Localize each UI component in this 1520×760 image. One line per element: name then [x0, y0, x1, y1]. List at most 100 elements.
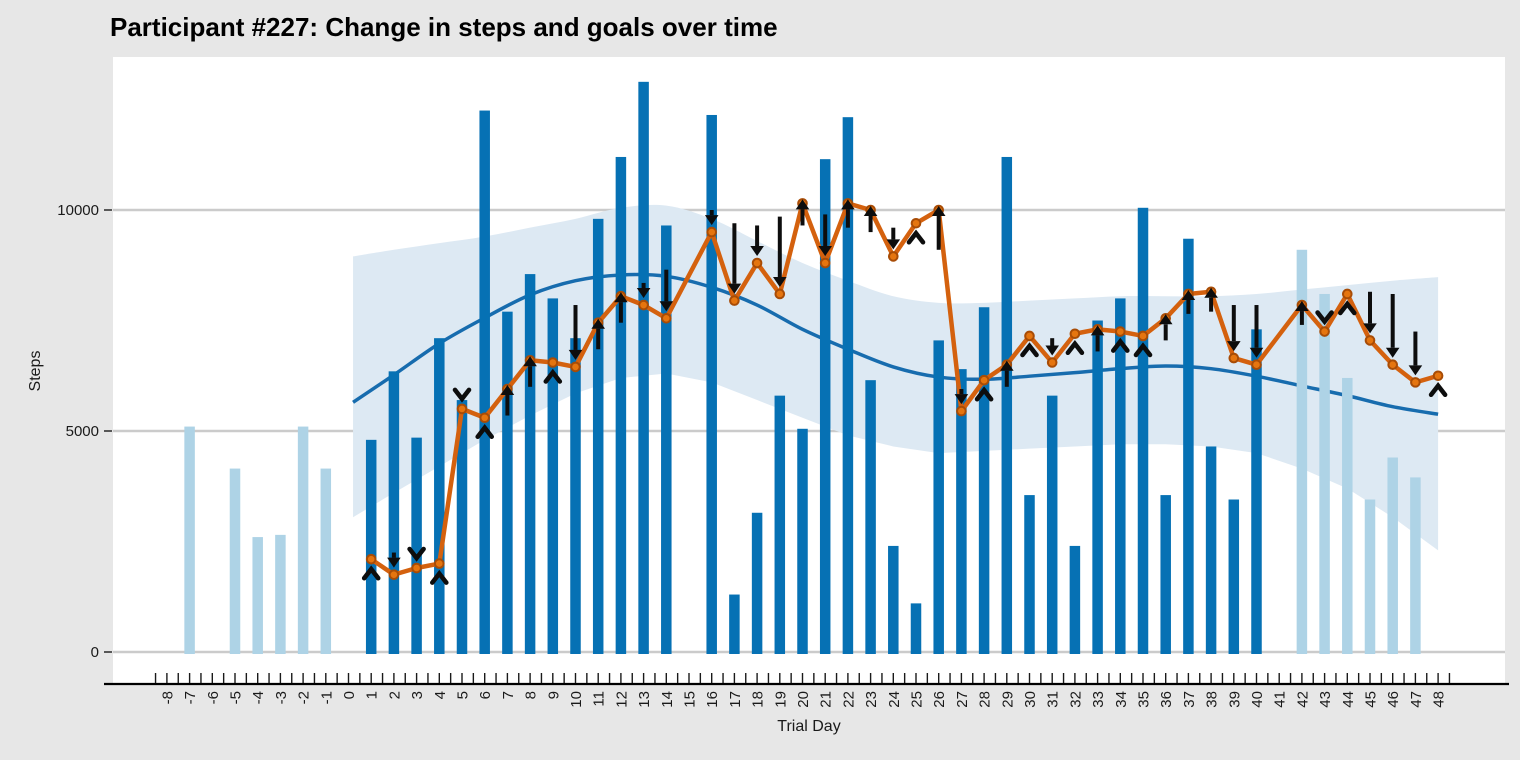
- steps-bar-day-46: [1387, 457, 1398, 654]
- steps-bar-day-12: [615, 156, 627, 654]
- steps-bar-day-23: [865, 380, 876, 654]
- svg-text:3: 3: [409, 691, 426, 699]
- goal-arrow-down-day-3: [407, 546, 426, 562]
- svg-text:30: 30: [1022, 691, 1039, 708]
- goal-arrow-head-up-day-22: [841, 199, 855, 210]
- svg-text:17: 17: [727, 691, 744, 708]
- y-axis-ticks: [104, 209, 112, 653]
- svg-text:42: 42: [1294, 691, 1311, 708]
- goal-arrow-head-down-day-10: [568, 349, 583, 360]
- goal-arrow-up-day-4: [430, 569, 449, 585]
- goal-arrow-head-up-day-33: [1090, 325, 1105, 336]
- steps-bar-day-35: [1137, 207, 1149, 655]
- steps-bar-day-28: [978, 307, 990, 654]
- svg-text:25: 25: [909, 691, 926, 708]
- chart-title: Participant #227: Change in steps and go…: [110, 12, 778, 42]
- steps-bar-day--5: [229, 468, 241, 654]
- svg-text:43: 43: [1317, 691, 1334, 708]
- svg-text:44: 44: [1340, 691, 1357, 708]
- goal-arrow-head-up-day-11: [591, 318, 605, 329]
- goal-arrow-down-day-43: [1315, 310, 1334, 326]
- steps-bar-day-20: [797, 428, 808, 654]
- x-axis-tick-labels: -8 -7 -6 -5 -4 -3 -2 -1 0 1 2 3 4 5 6 7 8 9 10 11 12 13 14 15 16…: [159, 691, 1447, 708]
- svg-text:-6: -6: [205, 691, 222, 704]
- goal-arrow-head-up-day-7: [500, 385, 515, 396]
- steps-bar-day-25: [910, 603, 922, 654]
- svg-text:5000: 5000: [66, 423, 99, 440]
- steps-bar-day-47: [1410, 477, 1421, 654]
- goal-arrow-head-down-day-47: [1408, 365, 1423, 376]
- svg-text:38: 38: [1204, 691, 1221, 708]
- steps-bar-day-32: [1069, 545, 1081, 654]
- steps-bar-day-40: [1251, 329, 1262, 654]
- goal-line: [368, 201, 1441, 577]
- goal-arrow-up-day-48: [1428, 382, 1448, 398]
- svg-text:2: 2: [386, 691, 403, 699]
- steps-bar-day-2: [388, 371, 400, 654]
- steps-bar-day-13: [638, 81, 649, 654]
- goal-arrow-head-up-day-36: [1158, 314, 1173, 325]
- goal-arrow-head-down-day-2: [387, 557, 401, 568]
- goal-arrow-head-up-day-38: [1204, 287, 1218, 298]
- svg-text:23: 23: [863, 691, 880, 708]
- goal-arrow-head-down-day-16: [704, 215, 719, 226]
- svg-text:22: 22: [840, 691, 857, 708]
- steps-bar-day-43: [1319, 293, 1330, 654]
- steps-bar-day--1: [320, 468, 332, 654]
- goal-arrow-head-down-day-27: [954, 394, 969, 405]
- goal-arrow-head-down-day-18: [750, 246, 764, 257]
- goal-arrow-up-day-9: [543, 368, 563, 384]
- goal-arrow-up-day-25: [906, 229, 926, 245]
- x-axis-ticks: [154, 673, 1451, 683]
- svg-text:12: 12: [613, 691, 630, 708]
- goal-change-arrows: [361, 199, 1448, 585]
- steps-bar-day--3: [275, 534, 286, 654]
- goal-arrow-head-down-day-46: [1385, 347, 1400, 358]
- steps-bar-day-31: [1046, 395, 1058, 654]
- svg-text:11: 11: [591, 691, 608, 707]
- steps-bar-day-7: [502, 311, 513, 654]
- steps-bar-day--2: [297, 426, 309, 654]
- steps-bar-day-18: [751, 512, 763, 654]
- goal-arrow-head-down-day-21: [818, 246, 832, 257]
- svg-text:37: 37: [1181, 691, 1198, 708]
- steps-bar-day-9: [547, 298, 559, 654]
- svg-text:-1: -1: [318, 691, 335, 704]
- steps-bar-day-11: [592, 218, 604, 654]
- steps-bar-day-24: [888, 545, 899, 654]
- steps-bar-day-8: [524, 274, 536, 654]
- svg-text:36: 36: [1158, 691, 1175, 708]
- steps-bar-day-16: [706, 114, 717, 655]
- svg-text:41: 41: [1272, 691, 1289, 708]
- svg-text:46: 46: [1385, 691, 1402, 708]
- steps-bar-day-6: [479, 110, 490, 655]
- svg-text:-7: -7: [182, 691, 199, 704]
- goal-arrow-up-day-35: [1133, 342, 1153, 358]
- steps-bar-day-37: [1183, 238, 1194, 655]
- goal-arrow-up-day-32: [1065, 340, 1085, 356]
- svg-text:1: 1: [364, 691, 381, 699]
- steps-bar-day-33: [1092, 320, 1103, 654]
- goal-arrow-head-down-day-24: [886, 239, 901, 250]
- svg-text:21: 21: [818, 691, 835, 708]
- svg-text:0: 0: [341, 691, 358, 699]
- x-axis-title: Trial Day: [777, 718, 841, 735]
- svg-text:32: 32: [1067, 691, 1084, 708]
- steps-bar-day-44: [1342, 377, 1353, 654]
- steps-bar-day-45: [1364, 499, 1376, 654]
- svg-text:13: 13: [636, 691, 653, 708]
- goal-arrow-head-up-day-26: [931, 206, 946, 216]
- goal-arrow-head-up-day-20: [795, 199, 810, 210]
- steps-bar-day-5: [456, 400, 468, 654]
- steps-bar-day--4: [252, 537, 263, 654]
- svg-text:33: 33: [1090, 691, 1107, 708]
- svg-text:39: 39: [1226, 691, 1243, 708]
- steps-bar-day-19: [774, 395, 786, 654]
- steps-bar-day-29: [1001, 156, 1013, 654]
- steps-bar-day-26: [933, 340, 944, 654]
- steps-bar-day-14: [661, 225, 672, 654]
- svg-text:8: 8: [523, 691, 540, 699]
- svg-text:6: 6: [477, 691, 494, 699]
